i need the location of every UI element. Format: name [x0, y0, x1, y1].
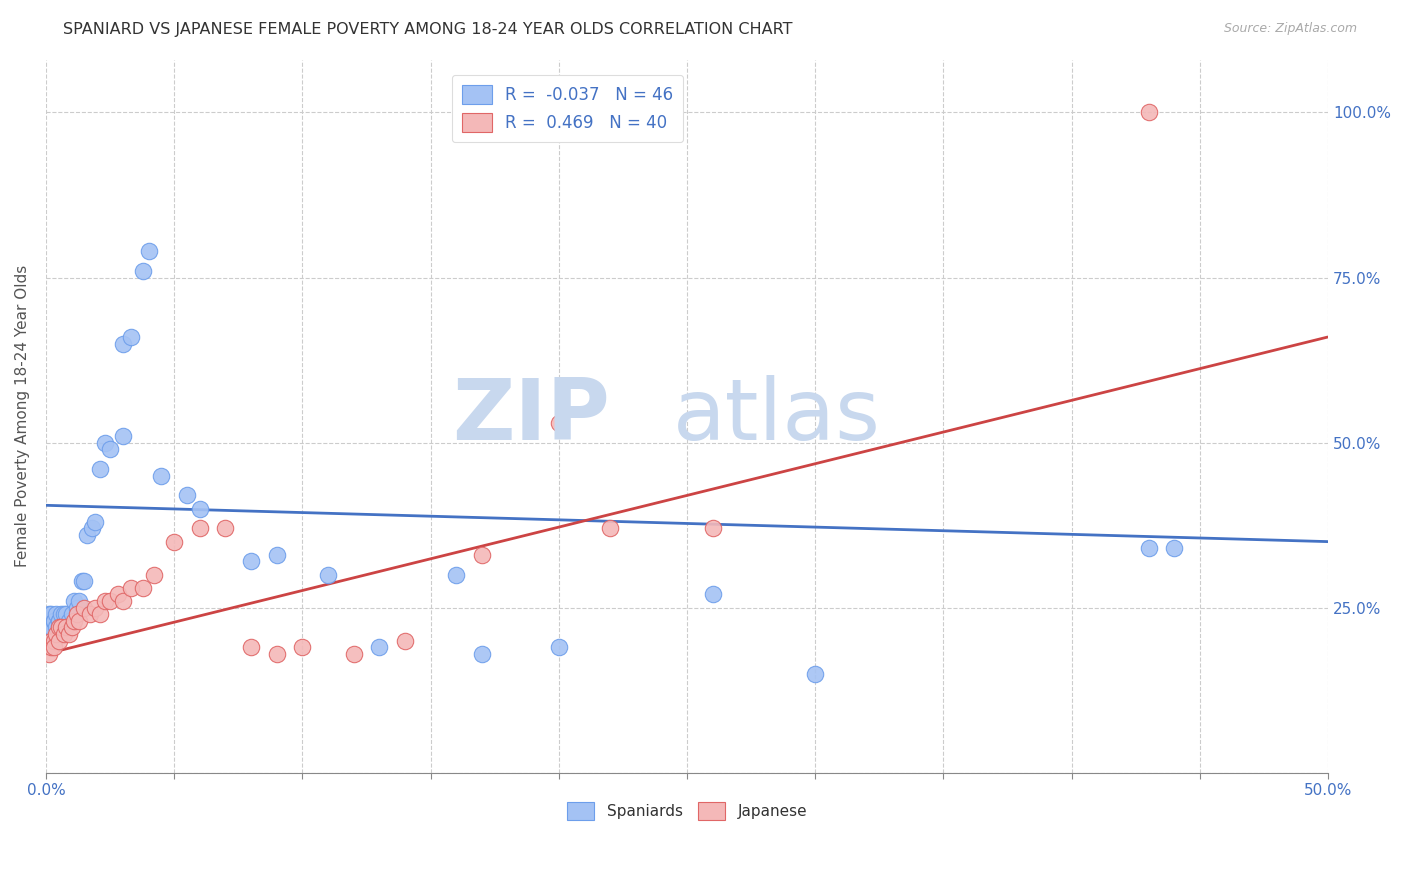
Point: [1137, 541, 1160, 556]
Point: [138, 244, 160, 258]
Point: [1163, 541, 1185, 556]
Point: [83, 515, 105, 529]
Point: [291, 640, 314, 655]
Point: [111, 594, 134, 608]
Point: [58, 614, 80, 628]
Point: [58, 627, 80, 641]
Point: [38, 647, 60, 661]
Legend: Spaniards, Japanese: Spaniards, Japanese: [561, 796, 813, 826]
Point: [266, 548, 288, 562]
Point: [73, 600, 96, 615]
Point: [45, 620, 67, 634]
Point: [79, 607, 101, 622]
Point: [83, 600, 105, 615]
Point: [343, 647, 366, 661]
Point: [599, 521, 621, 535]
Text: atlas: atlas: [673, 375, 880, 458]
Point: [42, 640, 65, 655]
Point: [214, 521, 236, 535]
Point: [63, 594, 86, 608]
Text: SPANIARD VS JAPANESE FEMALE POVERTY AMONG 18-24 YEAR OLDS CORRELATION CHART: SPANIARD VS JAPANESE FEMALE POVERTY AMON…: [63, 22, 793, 37]
Point: [150, 468, 173, 483]
Point: [52, 607, 75, 622]
Point: [94, 435, 117, 450]
Text: Source: ZipAtlas.com: Source: ZipAtlas.com: [1223, 22, 1357, 36]
Point: [39, 607, 62, 622]
Point: [51, 607, 73, 622]
Point: [446, 567, 468, 582]
Point: [471, 548, 494, 562]
Point: [51, 620, 73, 634]
Point: [51, 620, 73, 634]
Point: [240, 640, 263, 655]
Point: [394, 633, 416, 648]
Point: [66, 600, 89, 615]
Point: [48, 614, 70, 628]
Point: [368, 640, 391, 655]
Point: [48, 633, 70, 648]
Point: [316, 567, 339, 582]
Point: [702, 587, 724, 601]
Point: [94, 594, 117, 608]
Point: [98, 594, 121, 608]
Point: [132, 581, 155, 595]
Point: [702, 521, 724, 535]
Point: [176, 488, 198, 502]
Point: [188, 521, 211, 535]
Point: [67, 594, 90, 608]
Text: ZIP: ZIP: [453, 375, 610, 458]
Point: [804, 666, 827, 681]
Point: [98, 442, 121, 457]
Point: [89, 462, 111, 476]
Point: [38, 620, 60, 634]
Point: [38, 607, 60, 622]
Point: [45, 627, 67, 641]
Point: [60, 620, 83, 634]
Point: [471, 647, 494, 661]
Point: [55, 607, 77, 622]
Point: [120, 581, 142, 595]
Point: [48, 620, 70, 634]
Point: [76, 528, 98, 542]
Point: [120, 330, 142, 344]
Point: [547, 416, 569, 430]
Point: [60, 607, 83, 622]
Point: [547, 640, 569, 655]
Y-axis label: Female Poverty Among 18-24 Year Olds: Female Poverty Among 18-24 Year Olds: [15, 265, 30, 567]
Point: [42, 614, 65, 628]
Point: [45, 607, 67, 622]
Point: [111, 429, 134, 443]
Point: [111, 336, 134, 351]
Point: [39, 633, 62, 648]
Point: [163, 534, 186, 549]
Point: [39, 640, 62, 655]
Point: [39, 620, 62, 634]
Point: [67, 614, 90, 628]
Point: [1137, 105, 1160, 120]
Point: [42, 614, 65, 628]
Point: [142, 567, 165, 582]
Point: [66, 607, 89, 622]
Point: [48, 614, 70, 628]
Point: [89, 607, 111, 622]
Point: [63, 614, 86, 628]
Point: [132, 264, 155, 278]
Point: [82, 521, 104, 535]
Point: [52, 627, 75, 641]
Point: [73, 574, 96, 589]
Point: [240, 554, 263, 568]
Point: [70, 574, 93, 589]
Point: [266, 647, 288, 661]
Point: [42, 633, 65, 648]
Point: [55, 620, 77, 634]
Point: [188, 501, 211, 516]
Point: [107, 587, 129, 601]
